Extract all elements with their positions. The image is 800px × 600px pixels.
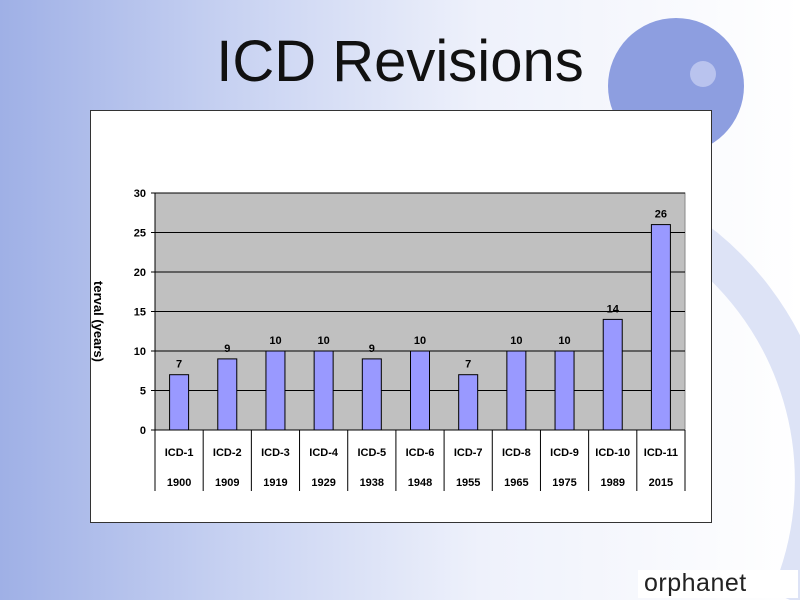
y-tick-label: 20 <box>134 267 146 279</box>
year-label: 1965 <box>504 477 528 489</box>
year-label: 1909 <box>215 477 239 489</box>
bar-value-label: 10 <box>558 335 570 347</box>
orphanet-logo: orphanet <box>638 570 798 598</box>
year-label: 1919 <box>263 477 287 489</box>
bar-value-label: 26 <box>655 209 667 221</box>
bar-value-label: 10 <box>510 335 522 347</box>
year-label: 1900 <box>167 477 191 489</box>
bar <box>506 350 527 431</box>
category-label: ICD-8 <box>502 447 531 459</box>
bar-value-label: 7 <box>176 359 182 371</box>
bar <box>169 374 190 431</box>
year-label: 1929 <box>311 477 335 489</box>
category-label: ICD-7 <box>454 447 483 459</box>
decorative-arc <box>668 213 800 600</box>
bar-value-label: 9 <box>369 343 375 355</box>
bar-value-label: 10 <box>269 335 281 347</box>
year-label: 2015 <box>649 477 673 489</box>
y-tick-label: 25 <box>134 228 146 240</box>
bar <box>265 350 286 431</box>
y-tick-label: 30 <box>134 188 146 200</box>
category-label: ICD-10 <box>595 447 630 459</box>
category-label: ICD-2 <box>213 447 242 459</box>
y-tick-label: 10 <box>134 346 146 358</box>
bar <box>554 350 575 431</box>
y-axis-title: terval (years) <box>91 281 106 362</box>
bar-value-label: 14 <box>607 303 620 315</box>
y-tick-label: 15 <box>134 307 146 319</box>
bar-value-label: 9 <box>224 343 230 355</box>
category-label: ICD-11 <box>644 447 678 459</box>
y-tick-label: 5 <box>140 386 146 398</box>
bar <box>410 350 430 431</box>
y-tick-label: 0 <box>140 425 146 437</box>
bar <box>313 350 334 431</box>
year-label: 1938 <box>360 477 384 489</box>
bar <box>650 224 671 431</box>
category-label: ICD-1 <box>165 447 194 459</box>
bar-chart: 0 5 10 15 20 25 30 terval (years) 7 ICD-1 1900 9 ICD… <box>91 188 686 491</box>
category-label: ICD-3 <box>261 447 290 459</box>
bar-value-label: 7 <box>465 359 471 371</box>
bar <box>458 374 479 431</box>
category-label: ICD-9 <box>550 447 579 459</box>
bar <box>217 358 238 431</box>
bar-value-label: 10 <box>318 335 330 347</box>
year-label: 1948 <box>408 477 432 489</box>
category-label: ICD-6 <box>406 447 435 459</box>
year-label: 1975 <box>552 477 576 489</box>
bar-value-label: 10 <box>414 335 426 347</box>
bar <box>361 358 382 431</box>
year-label: 1955 <box>456 477 480 489</box>
decorative-circle-small <box>690 61 716 87</box>
category-label: ICD-4 <box>309 447 339 459</box>
chart-container: 0 5 10 15 20 25 30 terval (years) 7 ICD-1 1900 9 ICD… <box>90 110 712 523</box>
bar <box>602 318 623 431</box>
slide-title: ICD Revisions <box>216 29 584 94</box>
year-label: 1989 <box>600 477 624 489</box>
category-label: ICD-5 <box>357 447 386 459</box>
